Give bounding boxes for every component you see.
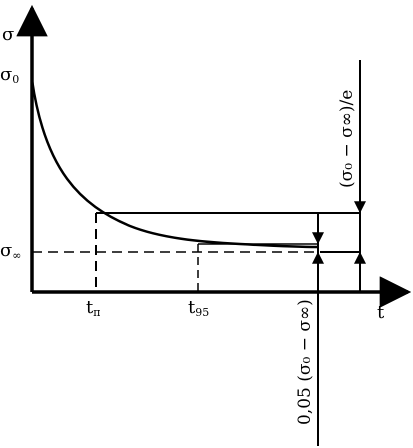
relaxation-curve [30,79,319,249]
x-axis-label: t [377,302,385,323]
t95-label: t95 [188,297,209,319]
sigma-inf-label: σ∞ [0,240,21,262]
t-relax-label: tп [86,297,101,319]
y-axis-label: σ [2,24,14,45]
sigma0-label: σ0 [0,64,19,86]
lower-interval-annotation: 0,05 (σ₀ − σ∞) [295,299,315,425]
upper-interval-annotation: (σ₀ − σ∞)/e [337,90,357,188]
